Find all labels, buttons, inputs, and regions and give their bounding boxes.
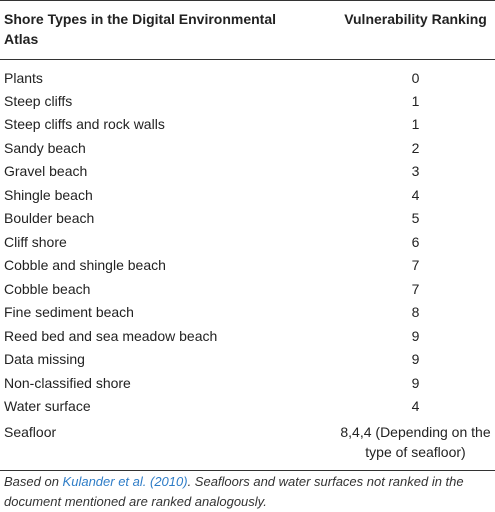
table-row: Gravel beach 3	[0, 160, 495, 184]
shore-type-cell: Non-classified shore	[4, 374, 131, 391]
ranking-cell: 9	[411, 327, 420, 344]
shore-type-cell: Gravel beach	[4, 163, 88, 180]
ranking-cell: 1	[411, 116, 420, 133]
ranking-cell: 8	[411, 304, 420, 321]
ranking-cell: 9	[411, 374, 420, 391]
shore-type-cell: Cobble beach	[4, 280, 91, 297]
footnote-prefix: Based on	[4, 474, 63, 489]
shore-vulnerability-table-container: Shore Types in the Digital Environmental…	[0, 0, 495, 471]
header-row: Shore Types in the Digital Environmental…	[0, 0, 495, 60]
ranking-cell: 6	[411, 233, 420, 250]
ranking-cell: 9	[411, 351, 420, 368]
table-row: Boulder beach 5	[0, 207, 495, 231]
table-body: Plants 0 Steep cliffs 1 Steep cliffs and…	[0, 60, 495, 471]
ranking-cell: 7	[411, 280, 420, 297]
ranking-cell: 7	[411, 257, 420, 274]
ranking-cell: 3	[411, 163, 420, 180]
table-row: Steep cliffs and rock walls 1	[0, 113, 495, 137]
ranking-cell: 1	[411, 92, 420, 109]
shore-type-cell: Cliff shore	[4, 233, 67, 250]
shore-type-cell: Water surface	[4, 398, 91, 415]
table-row: Non-classified shore 9	[0, 371, 495, 395]
citation-link[interactable]: Kulander et al. (2010)	[62, 474, 188, 489]
table-row: Data missing 9	[0, 348, 495, 372]
table-row: Cliff shore 6	[0, 230, 495, 254]
table-row: Steep cliffs 1	[0, 89, 495, 113]
shore-type-cell: Sandy beach	[4, 139, 86, 156]
table-row: Water surface 4	[0, 395, 495, 419]
shore-type-cell: Cobble and shingle beach	[4, 257, 166, 274]
footnote-suffix: . Seafloors and water surfaces not ranke…	[4, 474, 464, 509]
table-footnote: Based on Kulander et al. (2010). Seafloo…	[4, 472, 484, 512]
table-row: Reed bed and sea meadow beach 9	[0, 324, 495, 348]
shore-type-cell: Reed bed and sea meadow beach	[4, 327, 218, 344]
table-header: Shore Types in the Digital Environmental…	[0, 0, 495, 60]
table-row: Sandy beach 2	[0, 136, 495, 160]
header-shore-types: Shore Types in the Digital Environmental…	[0, 0, 280, 60]
ranking-cell: 5	[411, 210, 420, 227]
shore-type-cell: Plants	[4, 69, 43, 86]
ranking-cell: 8,4,4 (Depending on the type of seafloor…	[280, 418, 495, 471]
table-row: Shingle beach 4	[0, 183, 495, 207]
ranking-cell: 0	[411, 69, 420, 86]
table-row: Cobble and shingle beach 7	[0, 254, 495, 278]
ranking-cell: 4	[411, 398, 420, 415]
shore-type-cell: Seafloor	[0, 418, 280, 471]
ranking-cell: 2	[411, 139, 420, 156]
shore-vulnerability-table: Shore Types in the Digital Environmental…	[0, 0, 495, 471]
shore-type-cell: Steep cliffs	[4, 92, 73, 109]
shore-type-cell: Boulder beach	[4, 210, 95, 227]
table-row: Seafloor 8,4,4 (Depending on the type of…	[0, 418, 495, 471]
table-row: Plants 0	[0, 60, 495, 90]
shore-type-cell: Data missing	[4, 351, 85, 368]
header-vulnerability-ranking: Vulnerability Ranking	[280, 0, 495, 60]
ranking-cell: 4	[411, 186, 420, 203]
shore-type-cell: Fine sediment beach	[4, 304, 134, 321]
table-row: Cobble beach 7	[0, 277, 495, 301]
table-row: Fine sediment beach 8	[0, 301, 495, 325]
shore-type-cell: Steep cliffs and rock walls	[4, 116, 165, 133]
shore-type-cell: Shingle beach	[4, 186, 93, 203]
